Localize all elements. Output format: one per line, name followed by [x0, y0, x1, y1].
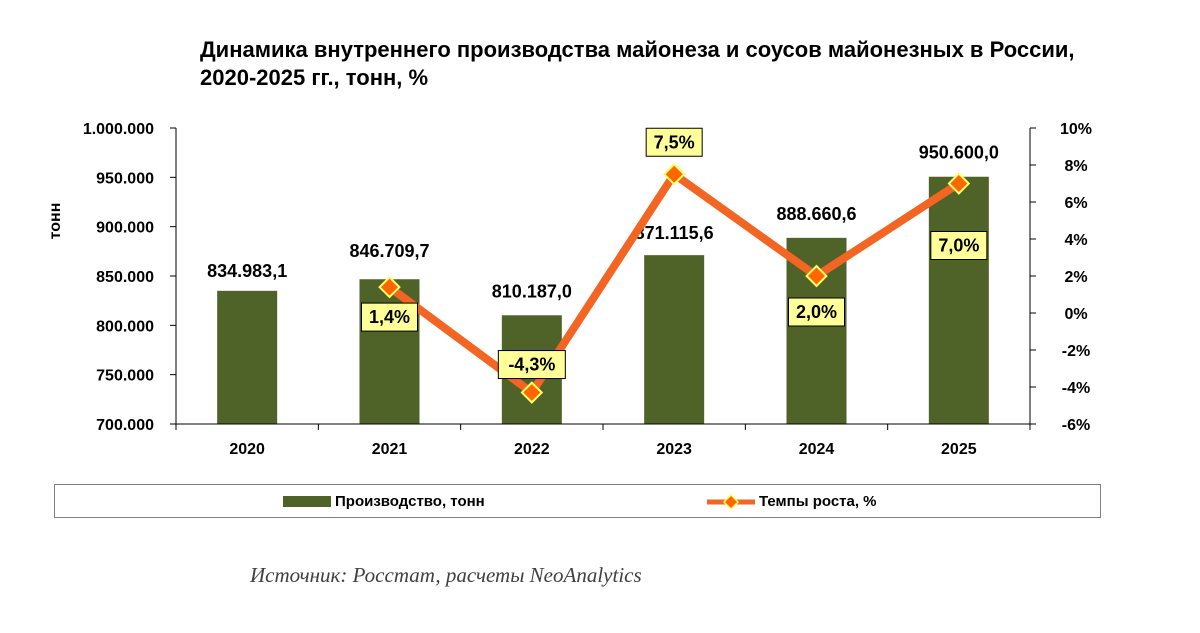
legend-bar-swatch — [283, 496, 331, 507]
y2-tick-label: 0% — [1064, 306, 1087, 323]
legend-line-swatch — [707, 493, 755, 510]
y-tick-label: 900.000 — [96, 220, 154, 237]
growth-label-box — [361, 302, 418, 332]
growth-marker — [520, 381, 544, 404]
y-tick-label: 850.000 — [96, 269, 154, 286]
y2-tick-label: -4% — [1062, 380, 1090, 397]
legend-item-growth: Темпы роста, % — [707, 493, 877, 510]
x-tick-label: 2025 — [941, 441, 977, 458]
growth-label-box — [930, 231, 988, 260]
growth-label: -4,3% — [508, 355, 555, 375]
y2-tick-label: 6% — [1064, 195, 1087, 212]
legend-label-production: Производство, тонн — [335, 493, 485, 510]
growth-label: 2,0% — [796, 302, 837, 322]
y2-tick-label: 10% — [1060, 121, 1092, 138]
bar-value-label: 846.709,7 — [349, 241, 429, 261]
chart-title: Динамика внутреннего производства майоне… — [200, 37, 1075, 90]
y2-tick-label: 4% — [1064, 232, 1087, 249]
y-tick-label: 700.000 — [96, 417, 154, 434]
y-tick-label: 1.000.000 — [83, 121, 154, 138]
y-tick-label: 800.000 — [96, 318, 154, 335]
y2-tick-label: 2% — [1064, 269, 1087, 286]
y2-tick-label: 8% — [1064, 158, 1087, 175]
legend-label-growth: Темпы роста, % — [759, 493, 877, 510]
x-tick-label: 2021 — [372, 441, 408, 458]
bar-2020 — [217, 290, 278, 424]
legend-item-production: Производство, тонн — [283, 493, 485, 510]
growth-marker — [662, 162, 686, 186]
growth-label-box — [645, 127, 703, 157]
growth-label: 7,0% — [938, 236, 979, 256]
growth-label-box — [497, 350, 566, 380]
legend: Производство, тонн Темпы роста, % — [54, 484, 1101, 518]
growth-label: 7,5% — [654, 132, 695, 152]
y2-tick-label: -6% — [1062, 417, 1090, 434]
source-note: Источник: Росстат, расчеты NeoAnalytics — [250, 563, 642, 587]
bar-2025 — [928, 176, 989, 424]
bar-2023 — [644, 255, 705, 424]
bar-value-label: 950.600,0 — [919, 143, 999, 163]
bar-value-label: 871.115,6 — [635, 223, 714, 243]
growth-label: 1,4% — [369, 307, 410, 327]
x-tick-label: 2023 — [656, 441, 692, 458]
y-axis-title: тонн — [47, 203, 64, 240]
x-tick-label: 2020 — [229, 441, 265, 458]
growth-marker — [805, 264, 828, 288]
growth-label-box — [788, 297, 845, 327]
y2-tick-label: -2% — [1062, 343, 1090, 360]
x-tick-label: 2022 — [514, 441, 550, 458]
bar-value-label: 810.187,0 — [492, 281, 572, 301]
x-tick-label: 2024 — [799, 441, 835, 458]
bar-value-label: 888.660,6 — [776, 204, 856, 224]
y-tick-label: 750.000 — [96, 368, 154, 385]
y-tick-label: 950.000 — [96, 170, 154, 187]
growth-marker — [378, 275, 401, 299]
bar-value-label: 834.983,1 — [207, 261, 287, 281]
growth-marker — [947, 172, 971, 195]
chart-plot: 700.000 750.000 800.000 850.000 900.000 950.0… — [47, 121, 1092, 458]
